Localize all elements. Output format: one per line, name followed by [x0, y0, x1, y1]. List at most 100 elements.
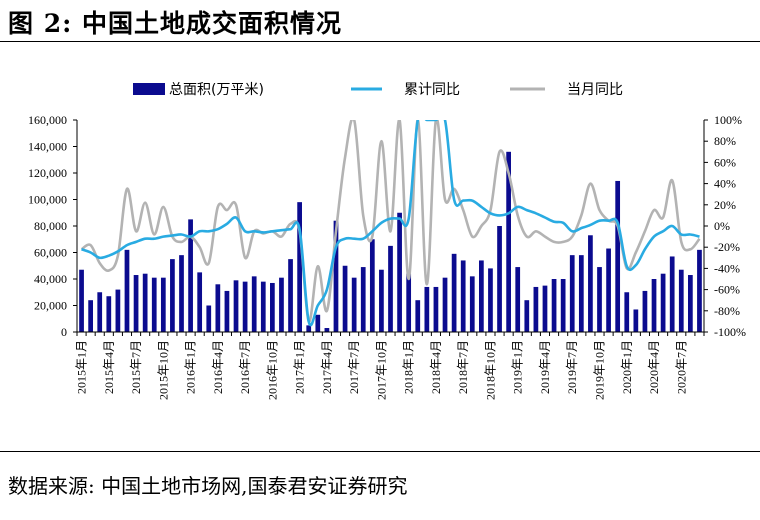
bar-52: [551, 279, 557, 332]
y-right-tick-label: -80%: [714, 304, 740, 318]
bar-9: [160, 277, 166, 332]
bar-12: [188, 219, 193, 332]
axes: 0 20,000 40,000 60,000 80,000 100,000 120,000 1…: [28, 113, 746, 400]
bar-5: [124, 249, 130, 332]
y-right-tick-label: 60%: [714, 155, 736, 169]
legend-swatch-area: [133, 83, 165, 95]
bar-53: [560, 279, 566, 332]
bar-55: [578, 255, 584, 332]
bar-31: [360, 267, 366, 332]
y-left-tick-label: 80,000: [34, 219, 67, 233]
bar-67: [688, 275, 693, 332]
bar-60: [624, 292, 630, 332]
bar-19: [251, 276, 257, 332]
bar-8: [151, 277, 157, 332]
y-left-tick-label: 160,000: [28, 113, 67, 127]
source-note: 数据来源: 中国土地市场网,国泰君安证券研究: [8, 474, 408, 498]
bar-65: [669, 256, 675, 332]
x-tick-label: 2018年4月: [429, 340, 443, 394]
bar-36: [406, 273, 412, 332]
x-tick-label: 2017年1月: [293, 340, 307, 394]
bar-38: [424, 286, 430, 332]
bar-6: [133, 275, 139, 332]
x-tick-label: 2020年7月: [674, 340, 688, 394]
bar-47: [506, 151, 511, 332]
bar-14: [206, 305, 212, 332]
bar-59: [615, 180, 621, 332]
y-right-tick-label: 0%: [714, 219, 730, 233]
y-left-tick-label: 100,000: [28, 193, 67, 207]
x-tick-label: 2015年1月: [75, 340, 89, 394]
bar-48: [515, 267, 521, 332]
bar-series: [79, 151, 702, 332]
x-tick-label: 2015年4月: [102, 340, 116, 394]
x-tick-label: 2017年10月: [374, 340, 388, 400]
y-left-tick-label: 20,000: [34, 299, 67, 313]
bar-29: [342, 265, 348, 332]
bar-66: [678, 269, 684, 332]
bar-61: [633, 309, 639, 332]
bar-32: [369, 239, 375, 332]
y-left-tick-label: 120,000: [28, 166, 67, 180]
bar-2: [97, 292, 103, 332]
bar-41: [451, 253, 457, 332]
bar-27: [324, 328, 330, 332]
bar-28: [333, 220, 339, 332]
legend: 总面积(万平米) 累计同比 当月同比: [133, 82, 623, 98]
bar-15: [215, 284, 221, 332]
bar-16: [224, 290, 230, 332]
bar-34: [388, 245, 393, 332]
bar-21: [270, 282, 275, 332]
x-tick-label: 2020年4月: [647, 340, 661, 394]
bar-54: [569, 255, 575, 332]
x-tick-label: 2019年1月: [511, 340, 525, 394]
x-tick-label: 2018年1月: [402, 340, 416, 394]
bar-13: [197, 272, 203, 332]
y-left-tick-label: 60,000: [34, 246, 67, 260]
x-tick-label: 2019年4月: [538, 340, 552, 394]
y-right-tick-label: -100%: [714, 325, 746, 339]
x-tick-label: 2016年1月: [184, 340, 198, 394]
y-right-tick-label: 100%: [714, 113, 742, 127]
y-right-tick-label: -20%: [714, 240, 740, 254]
y-right-tick-label: -40%: [714, 261, 740, 275]
bar-46: [497, 226, 502, 332]
bar-37: [415, 300, 421, 332]
y-left-tick-label: 0: [61, 325, 67, 339]
bar-0: [79, 269, 84, 332]
bar-3: [106, 296, 112, 332]
x-tick-label: 2018年10月: [483, 340, 497, 400]
bar-45: [488, 268, 493, 332]
x-tick-label: 2016年10月: [265, 340, 279, 400]
bar-24: [297, 202, 302, 332]
title-rule: [0, 41, 760, 42]
bar-56: [588, 235, 593, 332]
bar-44: [479, 260, 484, 332]
bar-64: [660, 273, 666, 332]
bar-39: [433, 286, 439, 332]
y-left-tick-label: 40,000: [34, 272, 67, 286]
y-right-tick-label: 20%: [714, 198, 736, 212]
bar-57: [597, 267, 602, 332]
bar-20: [260, 281, 266, 332]
bar-11: [179, 255, 184, 332]
x-tick-label: 2019年7月: [565, 340, 579, 394]
bar-35: [397, 212, 402, 332]
bar-42: [460, 260, 466, 332]
bar-43: [469, 276, 475, 332]
figure-title: 图 2: 中国土地成交面积情况: [8, 9, 343, 38]
bar-23: [288, 259, 293, 332]
line-series: [80, 120, 701, 327]
y-right-tick-label: 40%: [714, 177, 736, 191]
bar-18: [242, 281, 248, 332]
x-tick-label: 2018年7月: [456, 340, 470, 394]
y-right-tick-label: -60%: [714, 283, 740, 297]
legend-label-monthly: 当月同比: [567, 82, 623, 98]
bar-62: [642, 290, 648, 332]
bar-40: [442, 277, 448, 332]
bar-49: [524, 300, 530, 332]
bar-30: [351, 277, 357, 332]
legend-label-area: 总面积(万平米): [169, 82, 264, 98]
bar-33: [379, 269, 384, 332]
chart: 0 20,000 40,000 60,000 80,000 100,000 120,000 1…: [28, 82, 746, 400]
